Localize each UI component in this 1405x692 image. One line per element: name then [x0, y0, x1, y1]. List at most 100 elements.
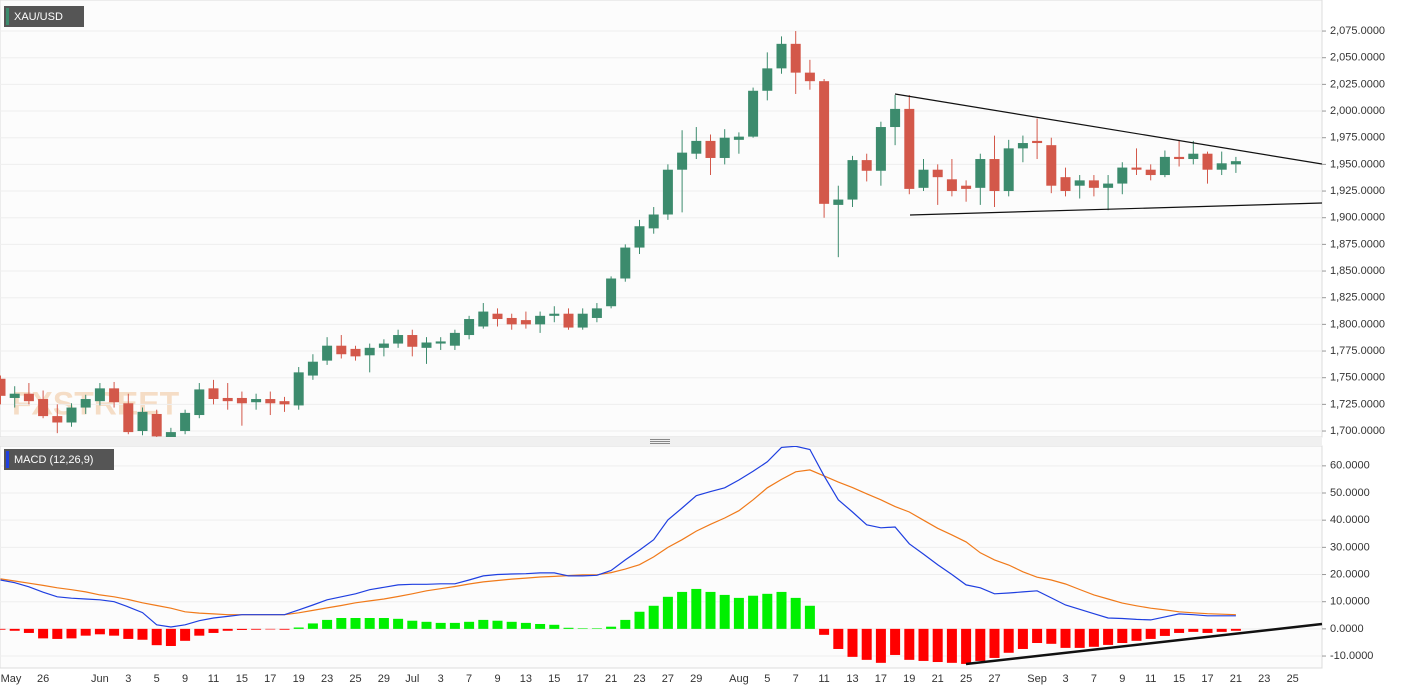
candle-body [591, 308, 602, 318]
histogram-bar [1230, 628, 1241, 631]
title-swatch [6, 8, 9, 25]
candle-body [1032, 140, 1043, 144]
candle-body [1174, 156, 1185, 160]
histogram-bar [9, 628, 20, 631]
candle-body [875, 127, 886, 171]
candle-body [648, 214, 659, 229]
x-tick-label: Sep [1027, 673, 1047, 685]
candle-body [1003, 148, 1014, 192]
histogram-bar [464, 621, 475, 629]
histogram-bar [634, 611, 645, 629]
x-tick-label: 27 [988, 673, 1000, 685]
x-tick-label: 3 [125, 673, 131, 685]
chart-title: XAU/USD [14, 11, 63, 23]
macd-title: MACD (12,26,9) [14, 454, 93, 466]
x-tick-label: 15 [548, 673, 560, 685]
candle-body [918, 169, 929, 188]
candle-body [236, 397, 247, 404]
histogram-bar [904, 628, 915, 660]
candle-body [194, 389, 205, 416]
histogram-bar [151, 628, 162, 646]
histogram-bar [1046, 628, 1057, 644]
candle-body [94, 388, 105, 402]
histogram-bar [80, 628, 91, 636]
candle-body [549, 313, 560, 316]
x-tick-label: 29 [378, 673, 390, 685]
title-box [4, 449, 114, 470]
candle-body [989, 159, 1000, 192]
histogram-bar [94, 628, 105, 635]
macd-plot [0, 446, 1322, 664]
candle-body [435, 341, 446, 344]
x-tick-label: 21 [1230, 673, 1242, 685]
histogram-bar [478, 619, 489, 629]
candle-body [1117, 167, 1128, 184]
histogram-bar [591, 628, 602, 629]
x-tick-label: 19 [293, 673, 305, 685]
trendline [894, 93, 1323, 165]
title-swatch [6, 451, 9, 468]
candle-body [563, 313, 574, 328]
candle-body [719, 137, 730, 158]
candle-body [52, 416, 63, 423]
x-tick-label: 3 [1062, 673, 1068, 685]
candle-body [506, 317, 517, 325]
candle-body [577, 313, 588, 328]
candle-body [819, 81, 830, 204]
candle-body [804, 72, 815, 82]
histogram-bar [648, 605, 659, 629]
price-panel [0, 0, 1323, 438]
candle-body [1230, 161, 1241, 165]
y-tick-label: 1,975.0000 [1330, 132, 1385, 144]
histogram-bar [435, 622, 446, 629]
candle-body [1074, 180, 1085, 186]
x-tick-label: 17 [1201, 673, 1213, 685]
histogram-bar [776, 591, 787, 629]
histogram-bar [222, 628, 233, 631]
histogram-bar [975, 628, 986, 661]
histogram-bar [918, 628, 929, 661]
x-tick-label: 3 [438, 673, 444, 685]
y-tick-label: 40.0000 [1330, 514, 1370, 526]
candle-body [1060, 177, 1071, 192]
x-tick-label: 11 [818, 673, 829, 685]
x-tick-label: 5 [764, 673, 770, 685]
candle-body [109, 388, 120, 403]
x-tick-label: 11 [208, 673, 219, 685]
histogram-bar [180, 628, 191, 641]
histogram-bar [946, 628, 957, 663]
candle-body [0, 378, 6, 396]
x-tick-label: 23 [1258, 673, 1270, 685]
histogram-bar [23, 628, 34, 633]
histogram-bar [364, 618, 375, 629]
y-tick-label: 30.0000 [1330, 541, 1370, 553]
histogram-bar [1117, 628, 1128, 644]
histogram-bar [748, 595, 759, 629]
candle-body [606, 278, 617, 307]
candle-body [904, 108, 915, 189]
x-tick-label: 13 [520, 673, 532, 685]
candle-body [705, 140, 716, 158]
candle-body [322, 345, 333, 361]
x-tick-label: 13 [846, 673, 858, 685]
candle-body [1145, 169, 1156, 176]
candle-body [733, 136, 744, 140]
histogram-bar [804, 605, 815, 629]
candle-body [137, 411, 148, 432]
histogram-bar [1074, 628, 1085, 648]
x-tick-label: Jun [91, 673, 109, 685]
histogram-bar [236, 628, 247, 630]
candle-body [293, 372, 304, 406]
histogram-bar [861, 628, 872, 660]
candle-body [1017, 143, 1028, 149]
x-tick-label: 25 [1287, 673, 1299, 685]
macd-line [0, 446, 1236, 628]
x-tick-label: 21 [932, 673, 944, 685]
y-tick-label: 0.0000 [1330, 623, 1364, 635]
histogram-bar [52, 628, 63, 639]
y-tick-label: 60.0000 [1330, 460, 1370, 472]
histogram-bar [109, 628, 120, 636]
x-tick-label: 9 [1119, 673, 1125, 685]
x-tick-label: 17 [875, 673, 887, 685]
